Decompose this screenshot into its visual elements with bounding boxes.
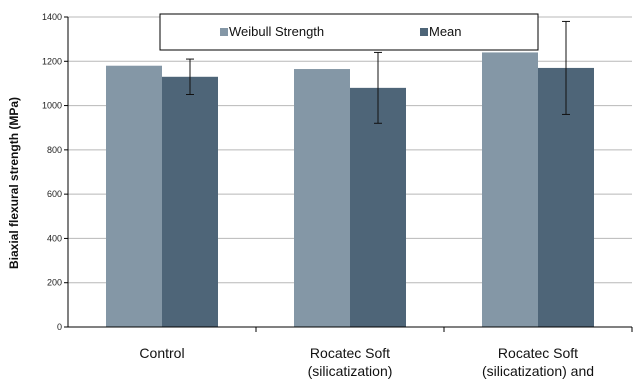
legend-swatch bbox=[420, 28, 428, 36]
bar-weibull-strength bbox=[106, 65, 162, 327]
y-tick-label: 1000 bbox=[42, 101, 62, 111]
x-category-label: Rocatec Soft bbox=[498, 345, 578, 361]
legend-label: Mean bbox=[429, 24, 462, 39]
bar-mean bbox=[350, 87, 406, 327]
legend: Weibull Strength Mean bbox=[159, 13, 539, 51]
legend-swatch bbox=[220, 28, 228, 36]
x-category-label: (silicatization) bbox=[308, 363, 393, 379]
x-category-label: (silicatization) and bbox=[482, 363, 594, 379]
x-category-label: Control bbox=[139, 345, 184, 361]
bar-weibull-strength bbox=[482, 52, 538, 328]
y-tick-label: 800 bbox=[47, 145, 62, 155]
error-bars bbox=[186, 20, 570, 124]
x-category-label: Rocatec Soft bbox=[310, 345, 390, 361]
legend-box bbox=[159, 13, 539, 51]
bars bbox=[106, 52, 594, 328]
legend-label: Weibull Strength bbox=[229, 24, 324, 39]
y-tick-label: 400 bbox=[47, 233, 62, 243]
x-category-labels: Control Rocatec Soft (silicatization) Rocat… bbox=[139, 345, 594, 379]
bar-mean bbox=[162, 76, 218, 328]
y-tick-label: 600 bbox=[47, 189, 62, 199]
y-tick-labels: 0 200 400 600 800 1000 1200 1400 bbox=[42, 12, 62, 332]
axes bbox=[64, 16, 633, 332]
y-tick-label: 1200 bbox=[42, 56, 62, 66]
y-tick-label: 1400 bbox=[42, 12, 62, 22]
y-axis-title: Biaxial flexural strength (MPa) bbox=[7, 97, 21, 269]
y-tick-label: 200 bbox=[47, 278, 62, 288]
bar-weibull-strength bbox=[294, 69, 350, 328]
y-tick-label: 0 bbox=[57, 322, 62, 332]
